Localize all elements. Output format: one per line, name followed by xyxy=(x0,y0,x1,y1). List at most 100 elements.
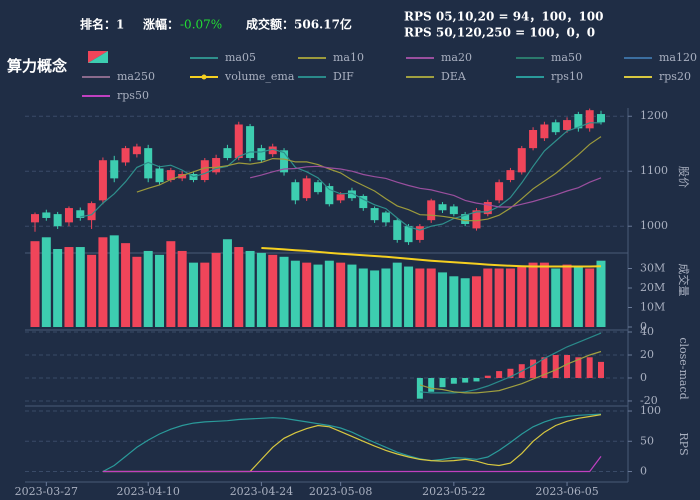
y-tick-label: 50 xyxy=(640,434,654,447)
volume-bar xyxy=(222,239,232,327)
y-axis-title: close-macd xyxy=(677,337,690,399)
candle-body xyxy=(597,114,605,123)
candle-body xyxy=(370,208,379,221)
volume-bar xyxy=(471,276,481,327)
candle-body xyxy=(144,148,153,179)
macd-bar xyxy=(541,357,548,378)
candle-body xyxy=(98,160,107,201)
legend-label: rps50 xyxy=(117,89,149,102)
candle-body xyxy=(506,170,515,181)
y-tick-label: 1200 xyxy=(640,109,668,122)
legend-label: ma50 xyxy=(551,51,582,64)
candle-body xyxy=(427,200,436,221)
volume-bar xyxy=(438,272,448,327)
candle-body xyxy=(585,110,594,129)
candle-body xyxy=(155,168,164,183)
volume-bar xyxy=(155,254,165,327)
volume-bar xyxy=(381,268,391,327)
volume-bar xyxy=(188,262,198,327)
candle-body xyxy=(404,226,413,243)
y-tick-label: 40 xyxy=(640,325,654,338)
candle-body xyxy=(449,206,458,215)
candle-body xyxy=(246,126,255,159)
volume-bar xyxy=(505,268,515,327)
candle-body xyxy=(359,195,368,209)
candle-body xyxy=(347,190,356,199)
volume-bar xyxy=(121,243,131,327)
volume-bar xyxy=(200,262,210,327)
y-tick-label: 0 xyxy=(640,465,647,478)
y-tick-label: 0 xyxy=(640,320,647,333)
candle-body xyxy=(393,220,402,240)
candle-body xyxy=(121,148,130,163)
candle-body xyxy=(529,129,538,149)
candle-body xyxy=(472,210,481,229)
macd-bar xyxy=(564,354,571,378)
candle-body xyxy=(517,148,526,173)
candle-body xyxy=(31,214,39,223)
volume-bar xyxy=(336,262,346,327)
candle-body xyxy=(212,158,221,173)
legend-label: ma10 xyxy=(333,51,364,64)
volume-bar xyxy=(211,252,221,327)
candle-body xyxy=(110,160,119,179)
candle-body xyxy=(132,146,141,155)
y-tick-label: 1000 xyxy=(640,219,668,232)
y-axis-title: 成交量 xyxy=(677,264,691,297)
y-tick-label: 0 xyxy=(640,371,647,384)
volume-bar xyxy=(585,268,595,327)
change-value: -0.07% xyxy=(180,18,222,32)
candle-body xyxy=(64,208,73,223)
y-axis-title: RPS xyxy=(677,432,690,455)
y-tick-label: 10M xyxy=(640,300,665,313)
x-tick-label: 2023-05-08 xyxy=(309,485,372,498)
candle-body xyxy=(53,214,62,227)
x-tick-label: 2023-03-27 xyxy=(15,485,78,498)
volume-bar xyxy=(41,237,51,327)
volume-bar xyxy=(53,248,63,327)
macd-bar xyxy=(598,361,604,378)
volume-bar xyxy=(370,270,380,327)
x-tick-label: 2023-04-24 xyxy=(230,485,293,498)
macd-bar xyxy=(586,357,593,378)
volume-bar xyxy=(324,260,334,327)
volume-bar xyxy=(143,250,153,327)
candle-body xyxy=(563,120,572,130)
volume-bar xyxy=(517,266,527,327)
candle-body xyxy=(87,203,96,221)
y-tick-label: 30M xyxy=(640,261,665,274)
rps-line: RPS 05,10,20 = 94，100，100 xyxy=(404,10,604,24)
candle-body xyxy=(540,124,549,139)
candle-body xyxy=(483,202,492,215)
series-line xyxy=(249,165,602,208)
volume-bar xyxy=(268,254,278,327)
volume-bar xyxy=(551,268,561,327)
volume-bar xyxy=(392,262,402,327)
series-line xyxy=(261,247,602,268)
volume-bar xyxy=(64,247,74,327)
candle-body xyxy=(551,122,560,133)
candle-body xyxy=(381,212,390,223)
volume-bar xyxy=(415,268,425,327)
volume-bar xyxy=(98,237,108,327)
legend-label: ma120 xyxy=(659,51,697,64)
volume-bar xyxy=(539,262,549,327)
volume-bar xyxy=(30,241,40,327)
macd-bar xyxy=(496,371,503,378)
series-line xyxy=(136,136,602,222)
candle-body xyxy=(325,186,334,205)
volume-bar xyxy=(256,252,266,327)
y-tick-label: 20 xyxy=(640,348,654,361)
series-line xyxy=(102,456,602,473)
legend-label: volume_ema xyxy=(224,70,295,83)
macd-bar xyxy=(416,377,423,399)
change-label: 涨幅： xyxy=(143,17,179,32)
candle-body xyxy=(314,182,322,193)
y-tick-label: 1100 xyxy=(640,164,668,177)
volume-bar xyxy=(166,241,176,327)
volume-bar xyxy=(426,268,436,327)
candle-body xyxy=(336,194,345,201)
volume-bar xyxy=(494,268,504,327)
candle-body xyxy=(461,214,470,225)
legend-candle-icon xyxy=(88,51,108,63)
